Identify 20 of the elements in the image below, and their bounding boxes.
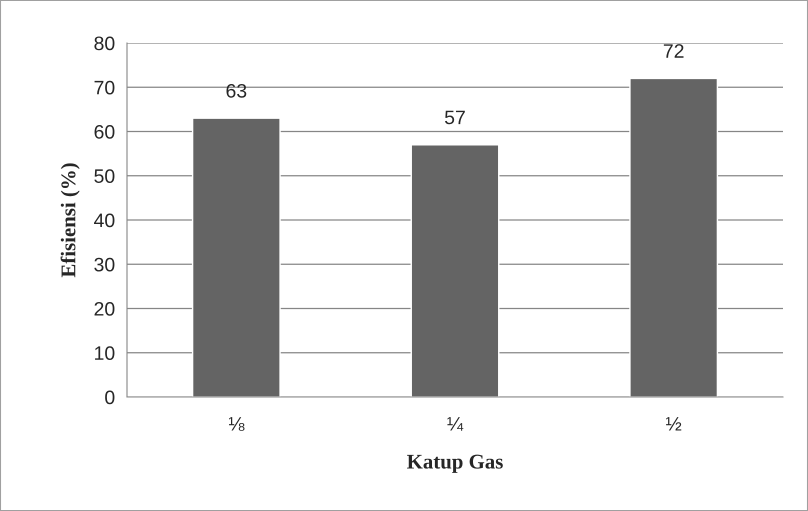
- y-axis-title: Efisiensi (%): [60, 163, 80, 278]
- data-label: 63: [226, 84, 246, 98]
- y-tick-label: 30: [94, 258, 114, 272]
- y-tick-label: 40: [94, 213, 114, 228]
- x-tick-label: ⅛: [228, 417, 245, 431]
- bar: [192, 118, 281, 397]
- y-tick-label: 10: [95, 346, 114, 360]
- data-label: 72: [664, 44, 684, 58]
- y-tick-label: 50: [94, 169, 114, 183]
- x-tick-label: ½: [666, 417, 682, 431]
- data-label: 57: [444, 110, 465, 124]
- bar: [629, 78, 718, 397]
- y-tick-label: 70: [94, 80, 114, 94]
- y-tick-label: 20: [94, 302, 114, 316]
- y-tick-label: 0: [105, 390, 114, 404]
- x-axis-title: Katup Gas: [407, 454, 503, 473]
- y-tick-label: 60: [94, 124, 114, 139]
- y-tick-label: 80: [94, 36, 114, 50]
- x-tick-label: ¼: [447, 417, 464, 431]
- bar: [410, 144, 500, 397]
